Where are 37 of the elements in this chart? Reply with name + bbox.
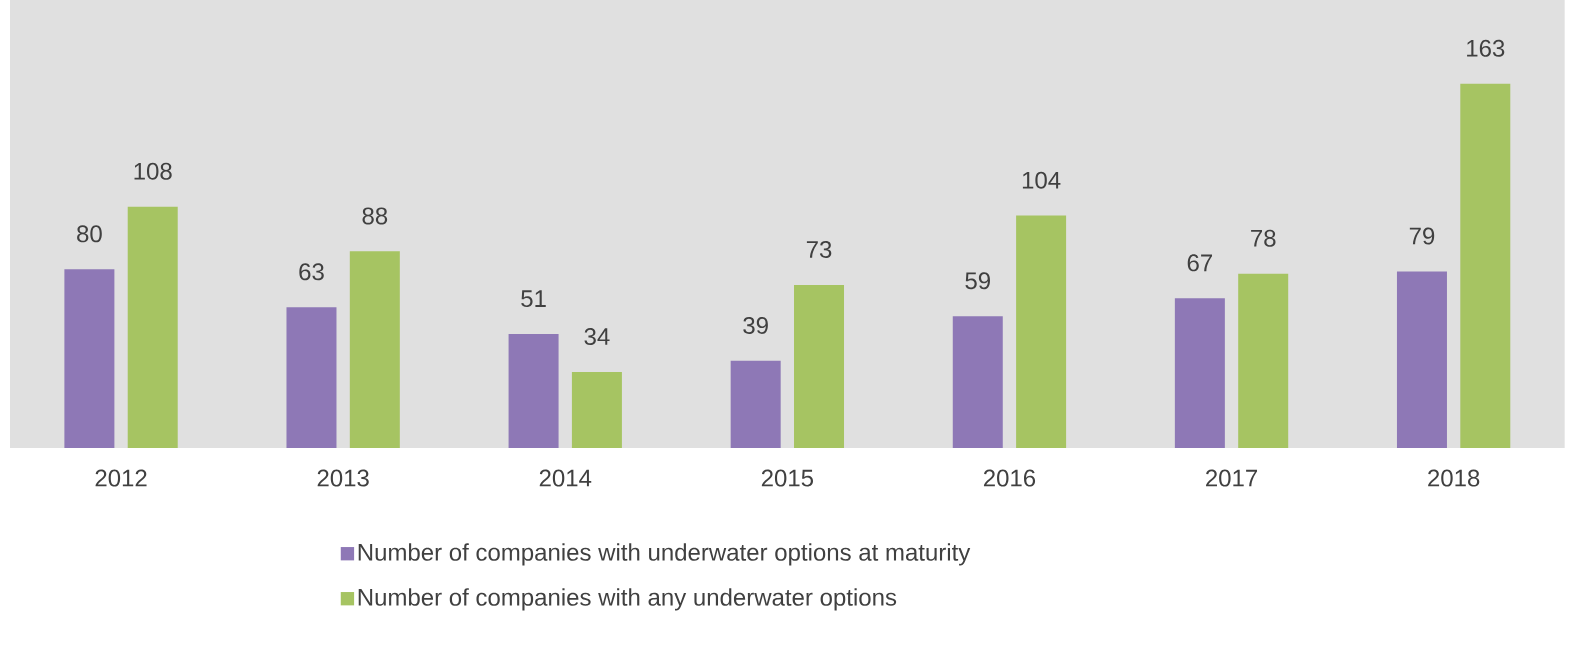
bar xyxy=(794,284,845,449)
data-label: 39 xyxy=(743,316,768,334)
data-label: 34 xyxy=(584,328,610,346)
data-label: 78 xyxy=(1251,229,1276,247)
data-label: 79 xyxy=(1409,227,1435,245)
bar xyxy=(1460,83,1511,449)
x-tick-label: 2016 xyxy=(983,469,1036,487)
data-label: 67 xyxy=(1187,254,1213,272)
bar xyxy=(64,269,115,449)
legend-label: Number of companies with any underwater options xyxy=(358,588,897,611)
bar xyxy=(1016,215,1067,449)
bar xyxy=(127,206,178,449)
bar xyxy=(1396,271,1447,449)
x-tick-label: 2015 xyxy=(761,469,814,487)
x-tick-label: 2017 xyxy=(1206,469,1258,487)
data-label: 73 xyxy=(806,240,832,258)
data-label: 88 xyxy=(362,207,388,225)
data-label: 51 xyxy=(521,290,546,308)
bar xyxy=(1174,298,1225,449)
bar xyxy=(571,372,622,449)
data-label: 108 xyxy=(134,162,172,180)
bar xyxy=(508,334,559,449)
bar xyxy=(349,251,400,449)
data-label: 80 xyxy=(77,225,102,243)
bar xyxy=(730,360,781,449)
x-tick-label: 2014 xyxy=(539,469,592,487)
data-label: 63 xyxy=(299,263,324,281)
x-tick-label: 2018 xyxy=(1428,469,1480,487)
data-label: 59 xyxy=(965,272,990,290)
data-label: 163 xyxy=(1467,39,1505,57)
data-label: 104 xyxy=(1022,171,1061,189)
bar xyxy=(286,307,337,449)
x-tick-label: 2013 xyxy=(317,469,369,487)
legend-label: Number of companies with underwater options at maturity xyxy=(358,543,971,566)
bar xyxy=(1238,273,1289,449)
x-tick-label: 2012 xyxy=(95,469,147,487)
bar xyxy=(952,316,1003,449)
